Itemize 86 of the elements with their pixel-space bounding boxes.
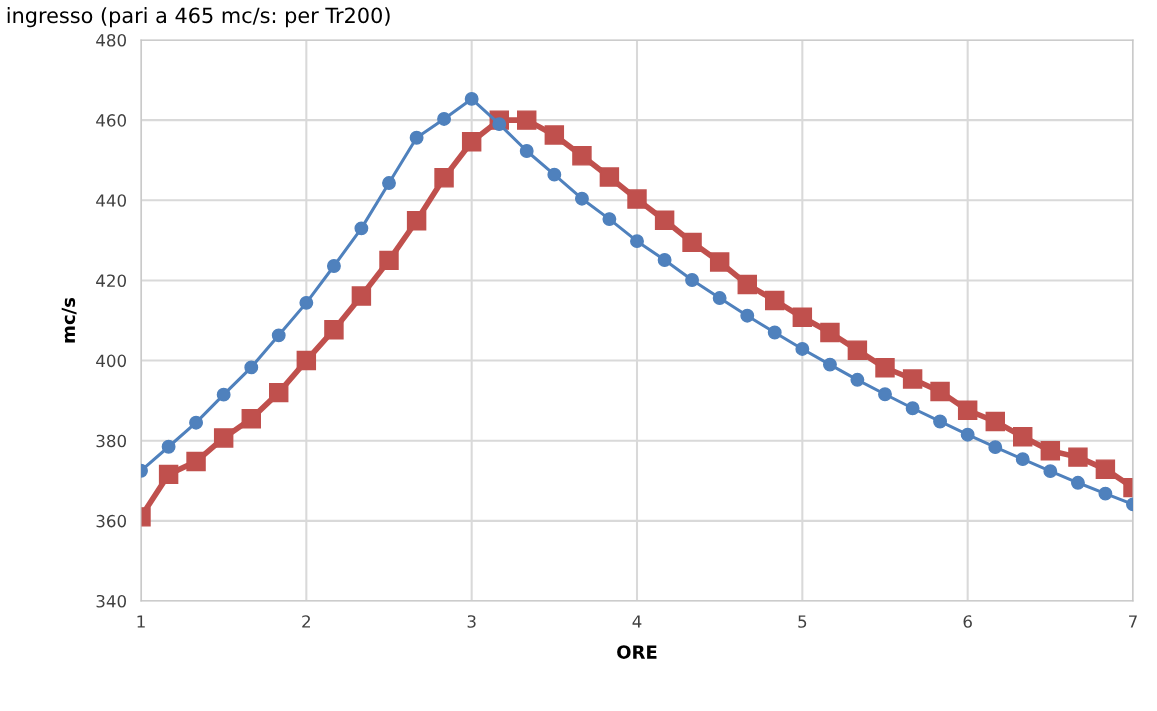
point xyxy=(271,328,286,343)
point xyxy=(1070,475,1085,490)
point xyxy=(461,132,482,152)
point xyxy=(1040,441,1061,461)
point xyxy=(296,350,317,371)
point xyxy=(547,167,562,182)
point xyxy=(161,439,176,454)
point xyxy=(1068,447,1088,467)
point xyxy=(434,168,454,188)
y-tick-label: 380 xyxy=(96,434,126,448)
point xyxy=(850,372,865,387)
point xyxy=(985,411,1006,432)
point xyxy=(519,144,534,158)
point xyxy=(820,322,840,343)
point xyxy=(878,387,892,402)
point xyxy=(764,290,785,311)
y-tick-label: 340 xyxy=(96,594,126,608)
point xyxy=(792,307,813,328)
point xyxy=(544,125,565,145)
point xyxy=(822,357,837,372)
point xyxy=(1015,452,1030,467)
point xyxy=(268,382,289,403)
point xyxy=(709,252,730,272)
point xyxy=(216,387,231,402)
chart-title: ingresso (pari a 465 mc/s: per Tr200) xyxy=(7,7,390,28)
point xyxy=(602,212,617,227)
x-tick-label: 1 xyxy=(137,615,145,628)
point xyxy=(599,167,620,187)
point xyxy=(351,286,372,306)
point xyxy=(630,234,644,249)
point xyxy=(186,451,206,472)
point xyxy=(516,110,537,130)
y-tick-label: 480 xyxy=(96,33,126,47)
point xyxy=(437,111,452,126)
point xyxy=(682,232,702,253)
point xyxy=(988,440,1003,455)
point xyxy=(627,189,647,209)
point xyxy=(189,415,204,430)
y-tick-label: 460 xyxy=(96,114,126,127)
point xyxy=(158,464,179,485)
x-tick-label: 7 xyxy=(1129,615,1137,628)
point xyxy=(902,369,923,389)
point xyxy=(379,250,399,271)
point xyxy=(957,400,978,420)
x-tick-label: 2 xyxy=(302,615,310,628)
point xyxy=(933,414,948,429)
point xyxy=(299,295,314,310)
point xyxy=(930,381,950,402)
y-tick-label: 360 xyxy=(96,514,126,528)
point xyxy=(1098,486,1113,501)
x-tick-label: 3 xyxy=(467,615,476,628)
point xyxy=(213,428,234,448)
point xyxy=(326,259,341,273)
point xyxy=(1043,464,1058,479)
point xyxy=(767,325,782,340)
point xyxy=(324,319,344,340)
point xyxy=(685,273,700,287)
point xyxy=(382,176,396,191)
y-axis-title: mc/s xyxy=(61,297,77,343)
point xyxy=(409,130,424,145)
point xyxy=(1095,459,1116,479)
point xyxy=(740,308,755,323)
point xyxy=(847,340,868,360)
x-tick-label: 6 xyxy=(963,615,972,628)
y-tick-label: 400 xyxy=(96,354,126,368)
x-tick-label: 4 xyxy=(632,615,642,628)
point xyxy=(795,342,810,356)
point xyxy=(406,210,427,231)
point xyxy=(654,210,675,231)
point xyxy=(244,360,259,375)
point xyxy=(1012,426,1033,447)
point xyxy=(737,274,758,295)
point xyxy=(905,401,920,416)
point xyxy=(960,427,975,442)
y-tick-label: 420 xyxy=(96,274,126,287)
x-tick-label: 5 xyxy=(798,615,807,628)
point xyxy=(464,91,479,106)
point xyxy=(875,358,895,378)
point xyxy=(572,146,592,166)
point xyxy=(712,291,727,306)
y-tick-label: 440 xyxy=(96,194,126,207)
x-axis-title: ORE xyxy=(617,645,657,659)
point xyxy=(241,408,262,429)
point xyxy=(354,221,369,236)
point xyxy=(574,191,589,206)
point xyxy=(657,253,672,267)
